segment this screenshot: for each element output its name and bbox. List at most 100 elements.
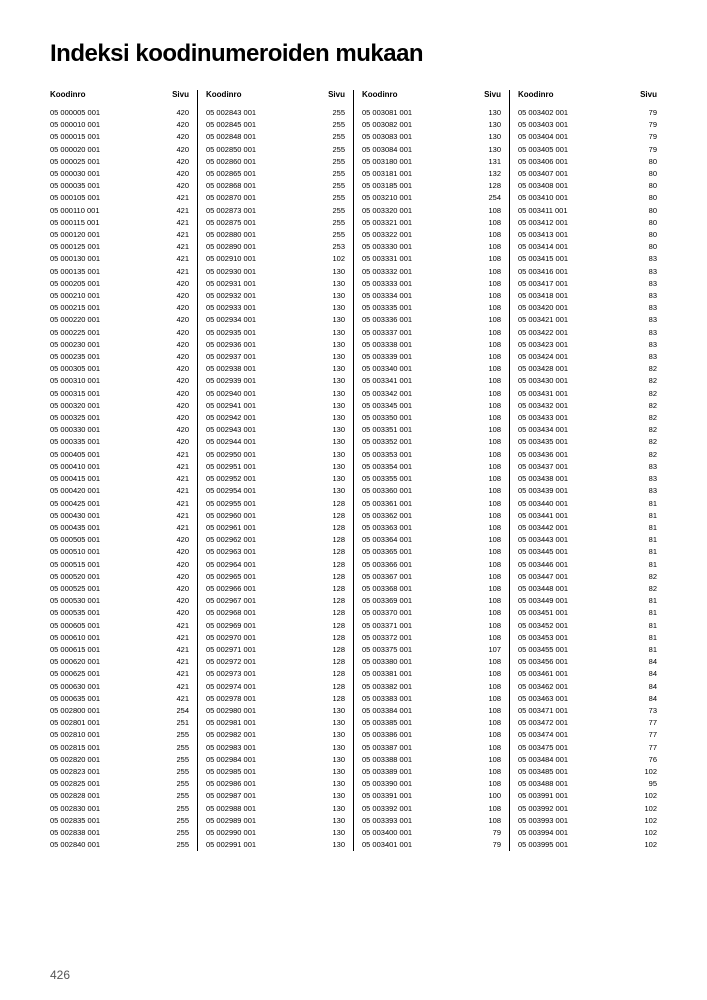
code-value: 05 003340 001 xyxy=(362,363,488,375)
index-row: 05 003380 001108 xyxy=(362,656,501,668)
index-row: 05 002937 001130 xyxy=(206,351,345,363)
code-value: 05 003446 001 xyxy=(518,559,649,571)
page-value: 255 xyxy=(332,217,345,229)
page-value: 82 xyxy=(649,583,657,595)
code-value: 05 003449 001 xyxy=(518,595,649,607)
page-value: 77 xyxy=(649,717,657,729)
page-value: 82 xyxy=(649,375,657,387)
index-row: 05 003390 001108 xyxy=(362,778,501,790)
index-row: 05 002966 001128 xyxy=(206,583,345,595)
index-row: 05 002820 001255 xyxy=(50,754,189,766)
code-value: 05 002961 001 xyxy=(206,522,332,534)
page-value: 83 xyxy=(649,314,657,326)
index-row: 05 000535 001420 xyxy=(50,607,189,619)
index-row: 05 003994 001102 xyxy=(518,827,657,839)
page-value: 128 xyxy=(332,668,345,680)
index-row: 05 002963 001128 xyxy=(206,546,345,558)
page-value: 108 xyxy=(488,266,501,278)
code-value: 05 002890 001 xyxy=(206,241,332,253)
index-row: 05 000115 001421 xyxy=(50,217,189,229)
code-value: 05 000010 001 xyxy=(50,119,176,131)
page-value: 255 xyxy=(332,168,345,180)
code-value: 05 003408 001 xyxy=(518,180,649,192)
index-row: 05 000020 001420 xyxy=(50,144,189,156)
page-value: 255 xyxy=(332,107,345,119)
index-row: 05 000435 001421 xyxy=(50,522,189,534)
code-value: 05 000315 001 xyxy=(50,388,176,400)
page-value: 80 xyxy=(649,229,657,241)
index-row: 05 003451 00181 xyxy=(518,607,657,619)
code-value: 05 000130 001 xyxy=(50,253,176,265)
page-value: 420 xyxy=(176,131,189,143)
code-value: 05 002840 001 xyxy=(50,839,176,851)
page-value: 108 xyxy=(488,363,501,375)
index-row: 05 002875 001255 xyxy=(206,217,345,229)
page-value: 253 xyxy=(332,241,345,253)
code-value: 05 000035 001 xyxy=(50,180,176,192)
index-row: 05 003435 00182 xyxy=(518,436,657,448)
code-value: 05 003471 001 xyxy=(518,705,649,717)
code-value: 05 002970 001 xyxy=(206,632,332,644)
page-value: 84 xyxy=(649,656,657,668)
page-value: 108 xyxy=(488,778,501,790)
page-value: 108 xyxy=(488,546,501,558)
page-value: 80 xyxy=(649,205,657,217)
code-value: 05 002860 001 xyxy=(206,156,332,168)
page-value: 130 xyxy=(332,839,345,851)
page-value: 95 xyxy=(649,778,657,790)
page-value: 80 xyxy=(649,241,657,253)
code-value: 05 003389 001 xyxy=(362,766,488,778)
header-code-label: Koodinro xyxy=(518,90,554,99)
page-value: 420 xyxy=(176,400,189,412)
index-row: 05 003365 001108 xyxy=(362,546,501,558)
code-value: 05 000005 001 xyxy=(50,107,176,119)
code-value: 05 000615 001 xyxy=(50,644,176,656)
index-row: 05 003455 00181 xyxy=(518,644,657,656)
page-value: 80 xyxy=(649,180,657,192)
code-value: 05 002983 001 xyxy=(206,742,332,754)
page-value: 255 xyxy=(332,180,345,192)
code-value: 05 000215 001 xyxy=(50,302,176,314)
index-row: 05 000615 001421 xyxy=(50,644,189,656)
index-row: 05 003443 00181 xyxy=(518,534,657,546)
page-value: 130 xyxy=(332,351,345,363)
index-row: 05 002868 001255 xyxy=(206,180,345,192)
code-value: 05 003400 001 xyxy=(362,827,493,839)
page-value: 420 xyxy=(176,412,189,424)
header-page-label: Sivu xyxy=(640,90,657,99)
page-value: 82 xyxy=(649,571,657,583)
page-value: 420 xyxy=(176,571,189,583)
index-row: 05 003333 001108 xyxy=(362,278,501,290)
page-value: 108 xyxy=(488,205,501,217)
code-value: 05 003417 001 xyxy=(518,278,649,290)
code-value: 05 003995 001 xyxy=(518,839,644,851)
code-value: 05 002865 001 xyxy=(206,168,332,180)
page-value: 421 xyxy=(176,632,189,644)
code-value: 05 003461 001 xyxy=(518,668,649,680)
column-header: KoodinroSivu xyxy=(50,90,189,99)
code-value: 05 002990 001 xyxy=(206,827,332,839)
index-row: 05 003339 001108 xyxy=(362,351,501,363)
index-row: 05 002962 001128 xyxy=(206,534,345,546)
page-value: 130 xyxy=(332,803,345,815)
index-row: 05 000215 001420 xyxy=(50,302,189,314)
index-row: 05 000315 001420 xyxy=(50,388,189,400)
code-value: 05 003180 001 xyxy=(362,156,488,168)
index-row: 05 003474 00177 xyxy=(518,729,657,741)
index-row: 05 003400 00179 xyxy=(362,827,501,839)
index-row: 05 000635 001421 xyxy=(50,693,189,705)
code-value: 05 003210 001 xyxy=(362,192,488,204)
index-row: 05 000220 001420 xyxy=(50,314,189,326)
page-value: 255 xyxy=(176,827,189,839)
index-row: 05 003084 001130 xyxy=(362,144,501,156)
code-value: 05 003484 001 xyxy=(518,754,649,766)
code-value: 05 002962 001 xyxy=(206,534,332,546)
page-value: 420 xyxy=(176,559,189,571)
header-page-label: Sivu xyxy=(172,90,189,99)
code-value: 05 003462 001 xyxy=(518,681,649,693)
page-value: 421 xyxy=(176,681,189,693)
index-row: 05 003415 00183 xyxy=(518,253,657,265)
index-column: KoodinroSivu05 003402 0017905 003403 001… xyxy=(510,90,657,851)
page-value: 420 xyxy=(176,180,189,192)
code-value: 05 003353 001 xyxy=(362,449,488,461)
